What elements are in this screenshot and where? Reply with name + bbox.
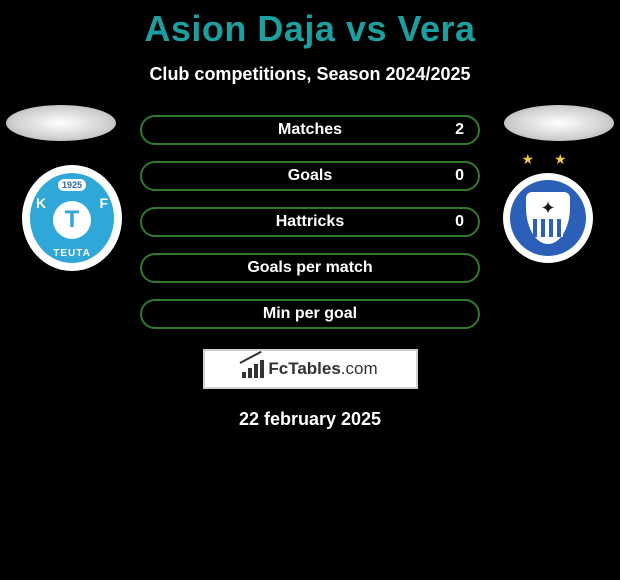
tirana-stripes [533,219,563,237]
stat-label: Goals [156,167,464,185]
brand-name: FcTables [268,359,340,378]
teuta-club-name: TEUTA [53,248,91,259]
content-area: 1925 K F T TEUTA ★ ★ ✦ Matches 2 Goals [0,115,620,430]
brand-suffix: .com [341,359,378,378]
teuta-crest-inner: 1925 K F T TEUTA [30,173,114,263]
tirana-crest: ✦ [503,173,593,263]
teuta-crest: 1925 K F T TEUTA [22,165,122,271]
tirana-stars: ★ ★ [498,151,598,168]
player-right-ellipse [504,105,614,141]
stat-row-matches: Matches 2 [140,115,480,145]
stat-rows: Matches 2 Goals 0 Hattricks 0 Goals per … [140,115,480,329]
bar-chart-icon [242,360,264,378]
stat-row-goals: Goals 0 [140,161,480,191]
teuta-center-t: T [53,201,91,239]
eagle-icon: ✦ [540,199,555,217]
stat-value-right: 2 [455,121,464,139]
tirana-crest-inner: ✦ [510,180,586,256]
date-line: 22 february 2025 [0,409,620,430]
stat-label: Hattricks [156,213,464,231]
stat-label: Min per goal [156,305,464,323]
brand-text: FcTables.com [268,359,377,379]
tirana-shield: ✦ [526,192,570,244]
teuta-letter-k: K [36,195,46,211]
brand-watermark: FcTables.com [203,349,418,389]
club-crest-right: ★ ★ ✦ [498,165,598,271]
comparison-title: Asion Daja vs Vera [0,0,620,50]
stat-row-hattricks: Hattricks 0 [140,207,480,237]
player-left-ellipse [6,105,116,141]
stat-value-right: 0 [455,213,464,231]
stat-label: Goals per match [156,259,464,277]
stat-value-right: 0 [455,167,464,185]
teuta-letter-f: F [99,195,108,211]
teuta-year-badge: 1925 [58,179,86,191]
stat-label: Matches [156,121,464,139]
stat-row-min-per-goal: Min per goal [140,299,480,329]
comparison-subtitle: Club competitions, Season 2024/2025 [0,64,620,85]
club-crest-left: 1925 K F T TEUTA [22,165,122,271]
stat-row-goals-per-match: Goals per match [140,253,480,283]
